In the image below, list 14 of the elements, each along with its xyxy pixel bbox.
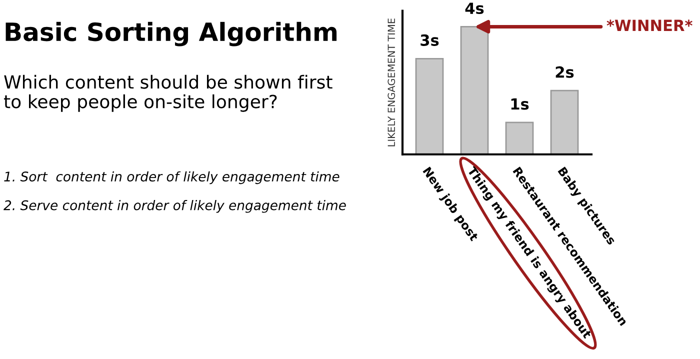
bar bbox=[550, 90, 579, 154]
annotation: *WINNER* bbox=[606, 20, 692, 31]
data-label: 4s bbox=[465, 2, 484, 14]
text: 1. Sort content in order of likely engagement time bbox=[4, 171, 340, 184]
data-label: 2s bbox=[556, 66, 574, 78]
text: 2. Serve content in order of likely engagement time bbox=[4, 200, 346, 213]
data-label: 1s bbox=[511, 98, 529, 110]
y-axis-title: LIKELY ENGAGEMENT TIME bbox=[388, 18, 396, 146]
text: Which content should be shown first to keep people on-site longer? bbox=[4, 74, 332, 112]
bar bbox=[415, 58, 444, 154]
data-label: 3s bbox=[420, 34, 439, 46]
bar bbox=[460, 26, 489, 154]
bar bbox=[505, 122, 534, 154]
text: Basic Sorting Algorithm bbox=[6, 22, 337, 46]
